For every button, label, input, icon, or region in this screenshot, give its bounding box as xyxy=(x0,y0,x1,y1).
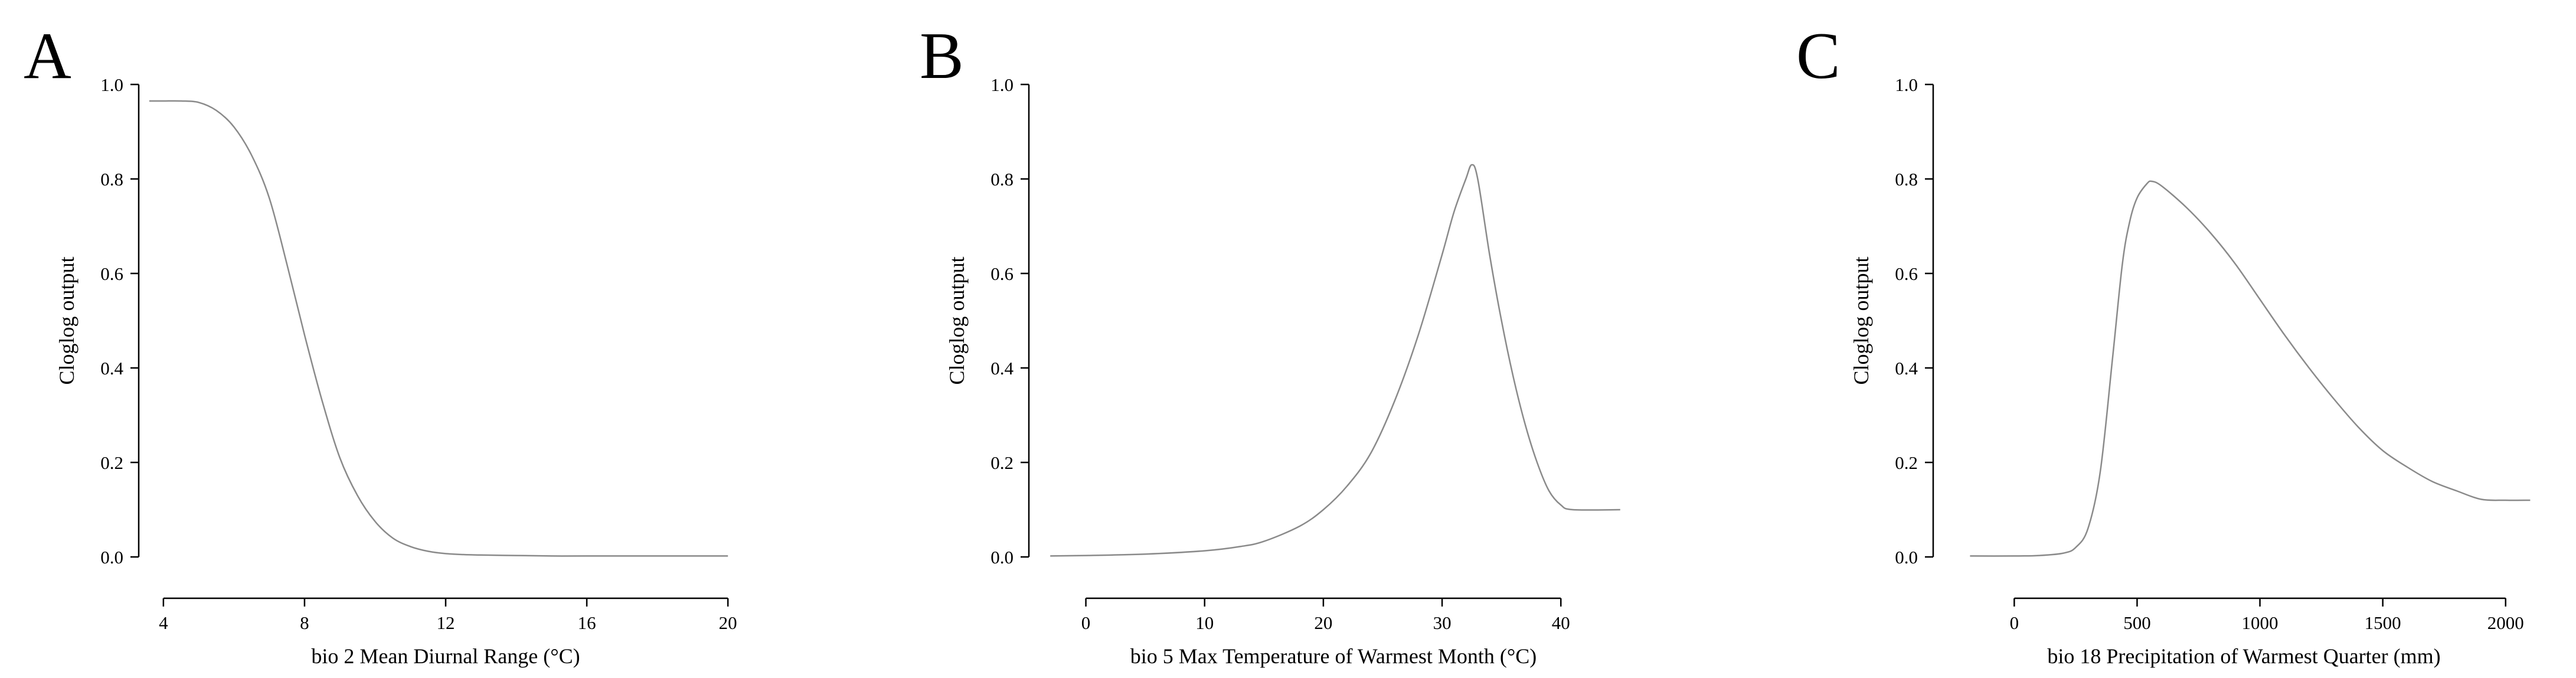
y-tick-label: 0.8 xyxy=(990,169,1014,190)
panel-letter: B xyxy=(920,19,964,93)
y-tick-label: 0.4 xyxy=(100,358,123,379)
y-tick-label: 0.2 xyxy=(100,452,123,473)
panel-letter: C xyxy=(1796,19,1841,93)
y-tick-label: 0.8 xyxy=(1895,169,1918,190)
x-tick-label: 500 xyxy=(2123,612,2151,633)
y-tick-label: 1.0 xyxy=(1895,74,1918,95)
x-tick-label: 8 xyxy=(300,612,309,633)
y-axis-label: Cloglog output xyxy=(945,256,969,384)
y-tick-label: 0.6 xyxy=(1895,263,1918,284)
y-tick-label: 0.0 xyxy=(990,547,1014,568)
y-tick-label: 0.2 xyxy=(1895,452,1918,473)
x-tick-label: 1000 xyxy=(2242,612,2278,633)
chart-panel-b: B 0.0 0.2 0.4 0.6 0.8 1.0 0 10 20 30 40 bio 5 Max Te… xyxy=(920,19,1620,668)
y-tick-label: 0.0 xyxy=(100,547,123,568)
x-axis-label: bio 5 Max Temperature of Warmest Month (… xyxy=(1130,644,1537,668)
y-tick-label: 0.8 xyxy=(100,169,123,190)
x-tick-label: 1500 xyxy=(2365,612,2401,633)
x-tick-label: 16 xyxy=(578,612,596,633)
y-tick-label: 0.4 xyxy=(990,358,1014,379)
y-tick-label: 0.2 xyxy=(990,452,1014,473)
response-curve xyxy=(1970,180,2531,557)
x-axis-label: bio 2 Mean Diurnal Range (°C) xyxy=(311,644,580,668)
x-tick-label: 0 xyxy=(2010,612,2019,633)
response-curve xyxy=(149,100,728,557)
x-tick-label: 2000 xyxy=(2487,612,2524,633)
chart-panel-a: A 0.0 0.2 0.4 0.6 0.8 1.0 4 8 12 16 20 bio 2 Mean Di… xyxy=(24,19,737,668)
x-tick-label: 4 xyxy=(159,612,168,633)
y-tick-label: 0.6 xyxy=(990,263,1014,284)
x-tick-label: 40 xyxy=(1552,612,1570,633)
x-tick-label: 20 xyxy=(719,612,737,633)
y-tick-label: 0.4 xyxy=(1895,358,1918,379)
x-tick-label: 0 xyxy=(1081,612,1091,633)
x-tick-label: 20 xyxy=(1314,612,1332,633)
y-tick-label: 0.0 xyxy=(1895,547,1918,568)
chart-panel-c: C 0.0 0.2 0.4 0.6 0.8 1.0 0 500 1000 1500 2000 bio 1… xyxy=(1796,19,2531,668)
y-tick-label: 1.0 xyxy=(100,74,123,95)
y-axis-label: Cloglog output xyxy=(55,256,79,384)
y-tick-label: 1.0 xyxy=(990,74,1014,95)
response-curve xyxy=(1050,164,1620,557)
panel-letter: A xyxy=(24,19,71,93)
x-axis-label: bio 18 Precipitation of Warmest Quarter … xyxy=(2047,644,2440,668)
x-tick-label: 10 xyxy=(1195,612,1214,633)
x-tick-label: 30 xyxy=(1433,612,1452,633)
y-axis-label: Cloglog output xyxy=(1849,256,1873,384)
y-tick-label: 0.6 xyxy=(100,263,123,284)
x-tick-label: 12 xyxy=(437,612,455,633)
